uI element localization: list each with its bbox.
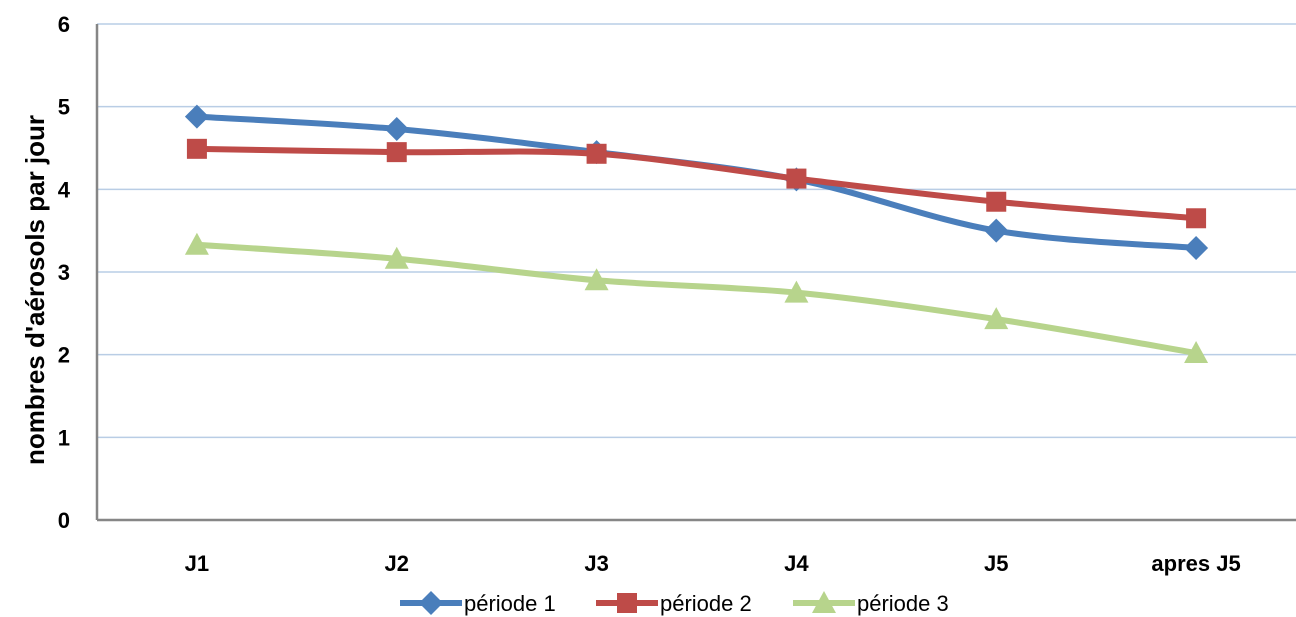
series-line — [193, 241, 1200, 357]
legend-marker — [617, 593, 637, 613]
y-tick-label: 6 — [58, 12, 70, 37]
y-tick-label: 0 — [58, 508, 70, 533]
data-point — [984, 307, 1009, 330]
data-point — [986, 191, 1007, 212]
series-1 — [184, 104, 1209, 261]
legend-item: période 2 — [596, 591, 752, 616]
data-point — [586, 143, 607, 164]
legend-label: période 2 — [660, 591, 752, 616]
x-tick-label: J5 — [984, 551, 1008, 576]
axes — [95, 24, 1296, 522]
x-tick-label: apres J5 — [1151, 551, 1240, 576]
y-tick-label: 1 — [58, 425, 70, 450]
series-3 — [184, 232, 1209, 364]
x-tick-label: J3 — [584, 551, 608, 576]
y-tick-label: 3 — [58, 260, 70, 285]
legend-marker — [419, 591, 443, 615]
data-point — [384, 246, 409, 269]
legend-label: période 3 — [857, 591, 949, 616]
data-point — [1186, 208, 1207, 229]
x-tick-label: J1 — [185, 551, 209, 576]
legend-item: période 3 — [793, 591, 949, 616]
x-tick-labels: J1 J2 J3 J4 J5 apres J5 — [185, 551, 1241, 576]
series-2 — [186, 138, 1207, 229]
x-tick-label: J2 — [385, 551, 409, 576]
legend-marker — [812, 591, 836, 613]
data-point — [584, 268, 609, 291]
data-point — [186, 138, 207, 159]
y-tick-label: 5 — [58, 95, 70, 120]
y-axis-label: nombres d'aérosols par jour — [20, 115, 50, 465]
legend-label: période 1 — [464, 591, 556, 616]
series-line — [193, 145, 1200, 222]
y-tick-label: 4 — [58, 177, 71, 202]
data-point — [984, 218, 1009, 243]
data-point — [386, 142, 407, 163]
gridlines — [97, 23, 1296, 439]
y-tick-label: 2 — [58, 343, 70, 368]
legend-item: période 1 — [400, 591, 556, 616]
y-tick-labels: 0 1 2 3 4 5 6 — [58, 12, 71, 533]
series-line — [193, 113, 1200, 252]
data-point — [1184, 341, 1209, 364]
data-point — [384, 116, 409, 141]
legend: période 1 période 2 période 3 — [400, 591, 949, 616]
data-point — [786, 168, 807, 189]
data-point — [784, 280, 809, 303]
x-tick-label: J4 — [784, 551, 809, 576]
data-point — [184, 104, 209, 129]
data-point — [1184, 236, 1209, 261]
series-group — [184, 104, 1209, 364]
data-point — [184, 232, 209, 255]
